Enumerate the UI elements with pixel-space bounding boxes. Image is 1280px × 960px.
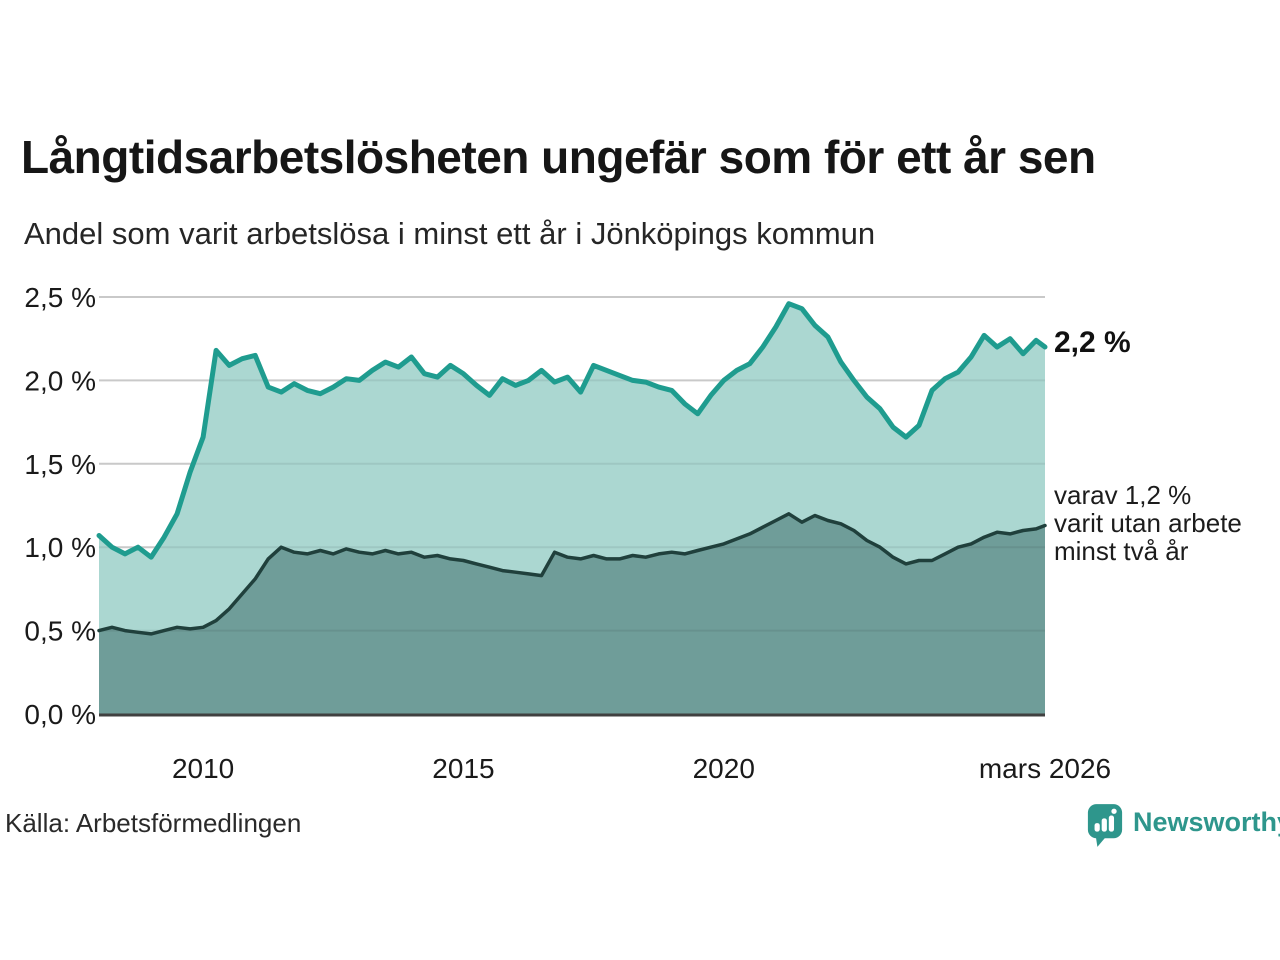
source-note: Källa: Arbetsförmedlingen [5,808,302,838]
y-tick-label: 1,5 % [24,449,96,480]
y-tick-label: 1,0 % [24,532,96,563]
x-tick-label: 2015 [432,753,494,784]
series-line-2 [97,512,1047,636]
x-tick-label: 2020 [693,753,755,784]
y-tick-label: 0,5 % [24,616,96,647]
annotation-line-2: varit utan arbete [1054,507,1242,538]
y-tick-label: 2,5 % [24,282,96,313]
chart-subtitle: Andel som varit arbetslösa i minst ett å… [24,216,876,251]
brand-lockup: Newsworthy [1086,802,1280,848]
series-area-2 [99,513,1045,714]
annotation-line-1: varav 1,2 % [1054,480,1192,510]
series-detail-annotation: varav 1,2 % varit utan arbete minst två … [1054,480,1242,566]
latest-value-label: 2,2 % [1054,326,1131,359]
series-line-1 [96,301,1048,560]
x-tick-label: mars 2026 [979,753,1111,784]
newsworthy-logo-icon [1087,804,1123,847]
chart-title: Långtidsarbetslösheten ungefär som för e… [21,131,1096,183]
y-tick-label: 0,0 % [24,699,96,730]
x-tick-label: 2010 [172,753,234,784]
annotation-line-3: minst två år [1054,535,1189,566]
brand-name: Newsworthy [1133,807,1280,837]
y-tick-label: 2,0 % [24,365,96,396]
